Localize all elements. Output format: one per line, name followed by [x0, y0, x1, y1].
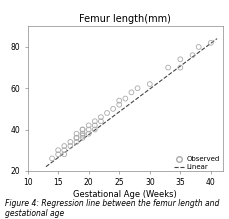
Point — [87, 128, 90, 131]
Point — [99, 115, 102, 119]
Point — [87, 132, 90, 135]
Point — [74, 136, 78, 140]
Point — [80, 132, 84, 135]
Point — [80, 134, 84, 138]
Point — [117, 99, 120, 102]
Point — [93, 120, 96, 123]
Point — [80, 136, 84, 140]
Title: Femur length(mm): Femur length(mm) — [79, 14, 171, 24]
Point — [129, 91, 133, 94]
Point — [74, 132, 78, 135]
Point — [111, 107, 114, 111]
Point — [68, 144, 72, 148]
Point — [99, 120, 102, 123]
Legend: Observed, Linear: Observed, Linear — [173, 156, 219, 170]
Point — [80, 128, 84, 131]
Point — [62, 144, 66, 148]
Point — [178, 58, 181, 61]
Point — [80, 128, 84, 131]
Point — [135, 87, 139, 90]
Point — [196, 45, 200, 49]
Point — [208, 41, 212, 44]
Point — [74, 140, 78, 144]
Point — [93, 124, 96, 127]
Point — [87, 124, 90, 127]
Point — [190, 53, 194, 57]
Point — [56, 148, 60, 152]
Point — [50, 157, 54, 160]
Point — [105, 111, 108, 115]
Point — [123, 97, 127, 100]
Point — [178, 66, 181, 69]
Point — [147, 82, 151, 86]
Point — [93, 128, 96, 131]
Point — [80, 132, 84, 135]
X-axis label: Gestational Age (Weeks): Gestational Age (Weeks) — [73, 190, 177, 199]
Text: Figure 4: Regression line between the femur length and gestational age: Figure 4: Regression line between the fe… — [5, 198, 218, 218]
Point — [68, 140, 72, 144]
Point — [74, 136, 78, 140]
Point — [62, 148, 66, 152]
Point — [62, 153, 66, 156]
Point — [117, 103, 120, 106]
Point — [166, 66, 169, 69]
Point — [56, 153, 60, 156]
